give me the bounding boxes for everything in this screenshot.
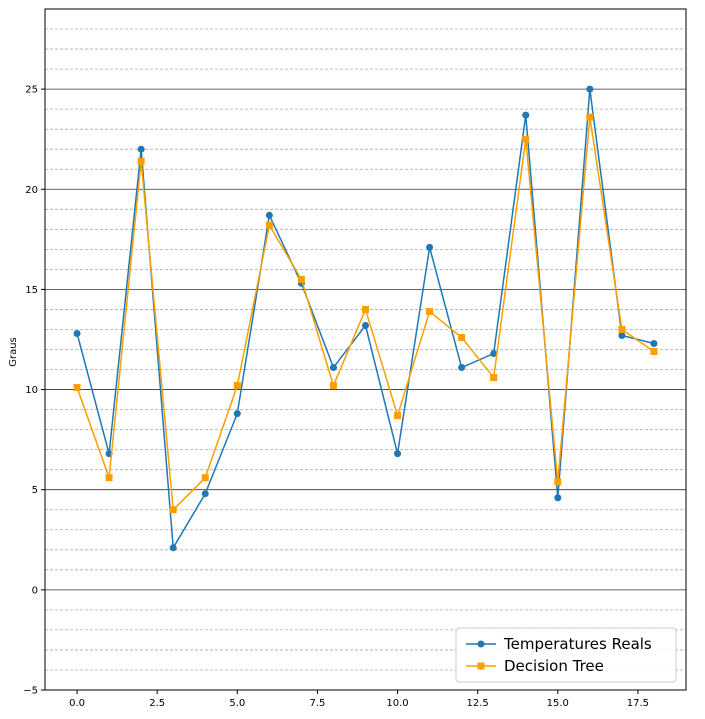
data-point (490, 350, 498, 358)
data-point (650, 339, 658, 347)
series-layer (73, 85, 658, 552)
axes: −5 0 5 10 15 20 25 0.0 2.5 5.0 7.5 10.0 12.5 15.0 17.5 (23, 8, 687, 709)
data-point (329, 382, 337, 390)
data-point (458, 364, 466, 372)
data-point (329, 364, 337, 372)
legend: Temperatures Reals Decision Tree (455, 627, 677, 683)
y-tick-label: 5 (32, 485, 38, 496)
x-tick-label: 10.0 (386, 698, 408, 709)
x-tick-label: 15.0 (547, 698, 569, 709)
legend-label-temperatures-reals: Temperatures Reals (503, 635, 652, 653)
data-point (618, 331, 626, 339)
data-point (105, 474, 113, 482)
data-point (426, 243, 434, 251)
series-decision-tree (73, 113, 658, 514)
data-point (137, 157, 145, 165)
legend-box (455, 627, 677, 683)
y-tick-label: 20 (25, 185, 38, 196)
legend-marker-temperatures-reals (477, 640, 485, 648)
x-tick-label: 5.0 (229, 698, 245, 709)
data-point (169, 544, 177, 552)
data-point (201, 474, 209, 482)
x-tick-label: 7.5 (309, 698, 325, 709)
legend-marker-decision-tree (477, 662, 485, 670)
data-point (586, 85, 594, 93)
data-point (586, 113, 594, 121)
data-point (265, 211, 273, 219)
data-point (554, 494, 562, 502)
data-point (554, 478, 562, 486)
data-point (394, 450, 402, 458)
data-point (233, 410, 241, 418)
y-tick-label: 10 (25, 385, 38, 396)
data-point (650, 348, 658, 356)
data-point (362, 305, 369, 313)
y-tick-label: 25 (25, 85, 38, 96)
data-point (73, 384, 81, 392)
data-point (297, 275, 305, 283)
data-point (169, 506, 177, 514)
plot-frame (44, 8, 687, 691)
x-tick-label: 17.5 (627, 698, 649, 709)
data-point (490, 374, 498, 382)
data-point (394, 412, 402, 420)
data-point (522, 111, 530, 119)
data-point (201, 490, 209, 498)
x-tick-label: 12.5 (467, 698, 489, 709)
data-point (362, 321, 369, 329)
y-axis-label: Graus (8, 337, 19, 367)
y-tick-label: −5 (23, 686, 38, 697)
data-point (137, 145, 145, 153)
x-tick-label: 2.5 (149, 698, 165, 709)
data-point (73, 329, 81, 337)
data-point (265, 221, 273, 229)
data-point (233, 382, 241, 390)
data-point (522, 135, 530, 143)
data-point (458, 333, 466, 341)
y-tick-label: 15 (25, 285, 38, 296)
data-point (618, 325, 626, 333)
legend-label-decision-tree: Decision Tree (504, 657, 604, 675)
x-tick-label: 0.0 (69, 698, 85, 709)
data-point (426, 307, 434, 315)
y-tick-label: 0 (32, 585, 38, 596)
